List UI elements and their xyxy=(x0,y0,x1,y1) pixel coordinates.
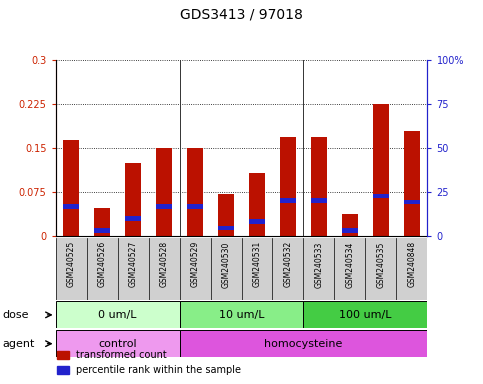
Text: GSM240535: GSM240535 xyxy=(376,241,385,288)
Text: GSM240527: GSM240527 xyxy=(128,241,138,287)
Bar xyxy=(373,194,389,199)
Bar xyxy=(218,194,234,236)
Text: GSM240530: GSM240530 xyxy=(222,241,230,288)
Bar xyxy=(63,140,79,236)
Text: dose: dose xyxy=(2,310,29,320)
Bar xyxy=(180,330,427,357)
Text: GSM240532: GSM240532 xyxy=(284,241,293,287)
Text: GSM240528: GSM240528 xyxy=(159,241,169,287)
Bar xyxy=(156,148,172,236)
Text: 0 um/L: 0 um/L xyxy=(98,310,137,320)
Text: agent: agent xyxy=(2,339,35,349)
Text: 10 um/L: 10 um/L xyxy=(219,310,264,320)
Text: GSM240525: GSM240525 xyxy=(67,241,75,287)
Text: homocysteine: homocysteine xyxy=(264,339,342,349)
Text: GSM240533: GSM240533 xyxy=(314,241,324,288)
Bar xyxy=(56,330,180,357)
Text: GSM240848: GSM240848 xyxy=(408,241,416,287)
Bar xyxy=(63,204,79,209)
Text: GSM240526: GSM240526 xyxy=(98,241,107,287)
Bar xyxy=(280,137,296,236)
Bar xyxy=(56,301,180,328)
Bar xyxy=(404,200,420,204)
Bar xyxy=(125,162,141,236)
Bar xyxy=(373,104,389,236)
Text: GSM240534: GSM240534 xyxy=(345,241,355,288)
Bar xyxy=(342,214,358,236)
Bar xyxy=(187,148,203,236)
Text: GSM240529: GSM240529 xyxy=(190,241,199,287)
Bar xyxy=(342,228,358,233)
Text: GDS3413 / 97018: GDS3413 / 97018 xyxy=(180,7,303,21)
Bar xyxy=(249,172,265,236)
Bar xyxy=(249,219,265,224)
Bar xyxy=(156,204,172,209)
Bar xyxy=(180,301,303,328)
Bar xyxy=(311,199,327,203)
Bar xyxy=(404,131,420,236)
Bar xyxy=(187,204,203,209)
Bar xyxy=(94,228,110,233)
Bar xyxy=(311,137,327,236)
Text: control: control xyxy=(98,339,137,349)
Text: GSM240531: GSM240531 xyxy=(253,241,261,287)
Bar xyxy=(303,301,427,328)
Bar xyxy=(218,225,234,230)
Bar xyxy=(94,208,110,236)
Bar xyxy=(280,199,296,203)
Text: 100 um/L: 100 um/L xyxy=(339,310,392,320)
Bar xyxy=(125,216,141,221)
Legend: transformed count, percentile rank within the sample: transformed count, percentile rank withi… xyxy=(53,346,245,379)
